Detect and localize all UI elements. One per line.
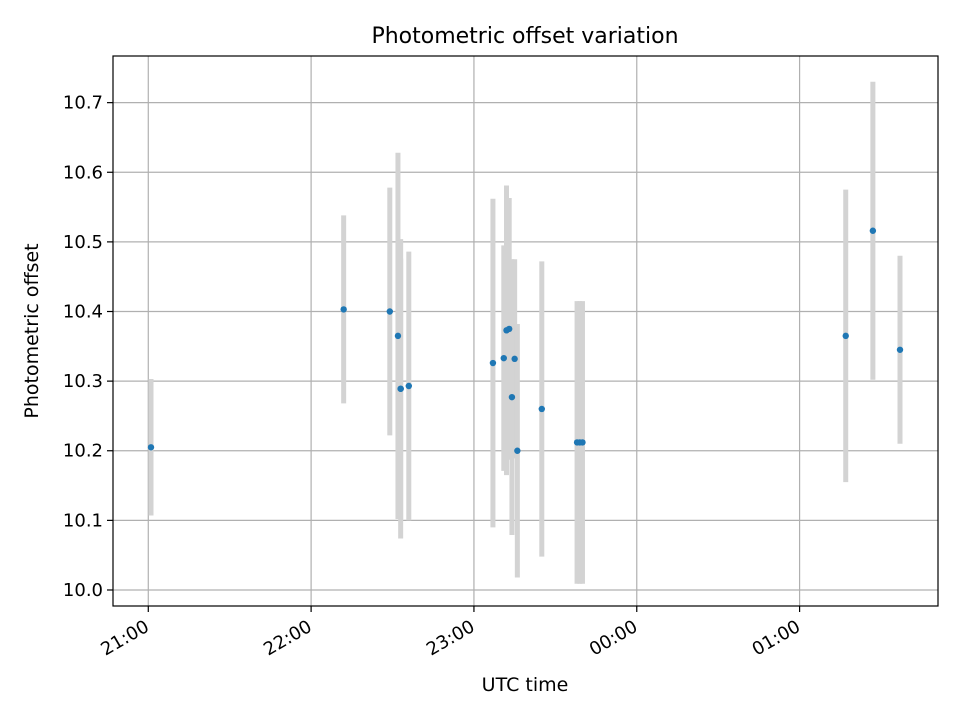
data-points	[147, 227, 904, 454]
y-axis-label: Photometric offset	[21, 243, 43, 418]
x-tick-label: 21:00	[97, 616, 152, 660]
data-point	[405, 382, 413, 390]
y-tick-label: 10.1	[63, 510, 103, 531]
data-point	[394, 332, 402, 340]
y-tick-label: 10.7	[63, 93, 103, 114]
x-axis-label: UTC time	[482, 674, 569, 696]
y-axis-ticks: 10.0 10.1 10.2 10.3 10.4 10.5 10.6 10.7	[63, 93, 113, 601]
y-tick-label: 10.0	[63, 580, 103, 601]
data-point	[397, 385, 404, 392]
data-point	[508, 393, 516, 401]
data-point	[489, 359, 497, 367]
y-tick-label: 10.2	[63, 441, 103, 462]
data-point	[506, 325, 513, 333]
data-point	[896, 346, 904, 353]
data-point	[538, 405, 545, 413]
plot-frame	[112, 55, 939, 607]
y-tick-label: 10.6	[63, 162, 103, 183]
x-tick-label: 23:00	[423, 616, 478, 660]
y-tick-label: 10.3	[63, 371, 103, 392]
plot-background	[113, 56, 938, 606]
data-point	[511, 355, 518, 363]
x-tick-label: 00:00	[586, 616, 641, 660]
data-point	[340, 306, 347, 313]
data-point	[869, 227, 877, 234]
data-point	[500, 354, 507, 362]
x-axis-ticks: 21:00 22:00 23:00 00:00 01:00	[97, 606, 804, 660]
data-point	[147, 444, 155, 451]
data-point	[579, 439, 586, 446]
y-tick-label: 10.4	[63, 302, 103, 323]
data-point	[386, 308, 394, 315]
y-tick-label: 10.5	[63, 232, 103, 253]
x-tick-label: 22:00	[260, 616, 315, 660]
data-point	[842, 332, 849, 340]
data-point	[514, 447, 521, 454]
x-tick-label: 01:00	[749, 616, 804, 660]
chart-title: Photometric offset variation	[371, 24, 678, 49]
grid-lines	[113, 56, 938, 606]
